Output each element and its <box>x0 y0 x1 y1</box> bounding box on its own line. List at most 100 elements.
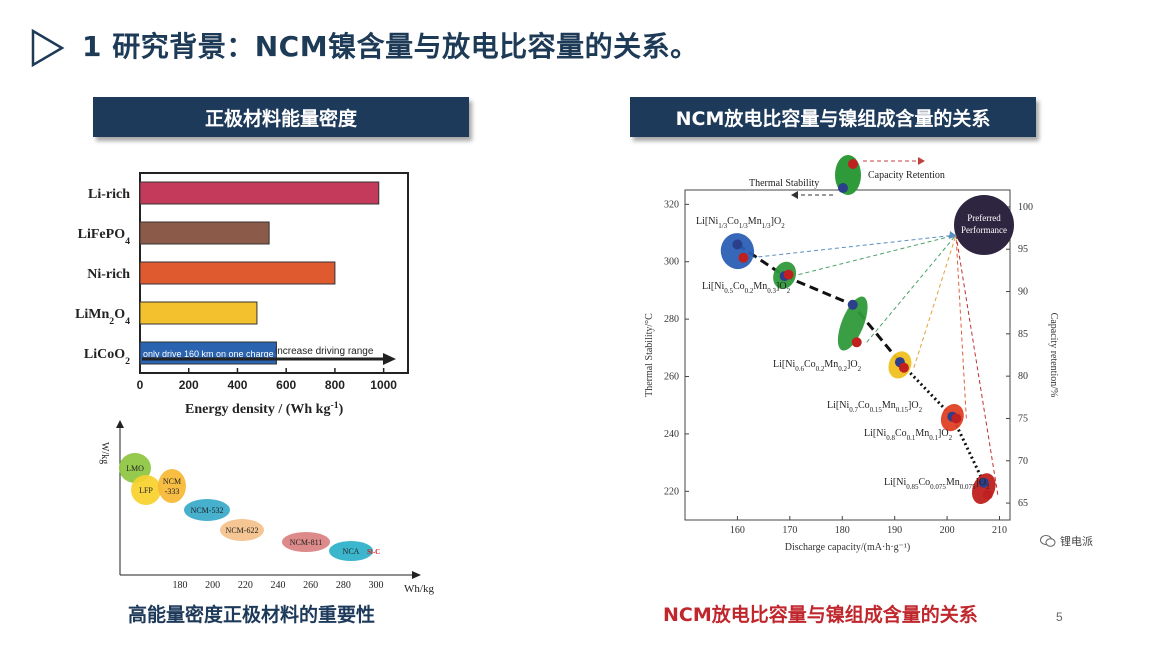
wechat-icon <box>1040 535 1056 547</box>
legend-capacity-dot <box>848 159 858 169</box>
x-tick-label: 0 <box>137 378 144 392</box>
y-tick-label: 300 <box>664 257 679 268</box>
ncm-ellipse <box>837 296 868 351</box>
y-tick-label: 240 <box>664 429 679 440</box>
x-axis-label: Discharge capacity/(mA·h·g⁻¹) <box>785 542 911 553</box>
y2-tick-label: 65 <box>1018 498 1028 509</box>
arrow-to-preferred <box>751 234 957 259</box>
y-tick-label: 220 <box>664 486 679 497</box>
y-axis-arrow <box>116 420 124 428</box>
si-c-label: Si-C <box>367 548 380 556</box>
play-arrow-icon <box>31 28 65 68</box>
arrow-to-preferred <box>866 234 957 343</box>
x-tick-label: 800 <box>325 378 345 392</box>
y2-axis-label: Capacity retention/% <box>1048 313 1059 398</box>
preferred-performance-circle <box>954 195 1014 255</box>
legend-thermal-label: Thermal Stability <box>749 178 819 189</box>
watermark-text: 锂电派 <box>1060 535 1093 548</box>
thermal-point <box>732 239 743 250</box>
watermark: 锂电派 <box>1040 533 1093 549</box>
x-tick-label: 200 <box>179 378 199 392</box>
arrow-head <box>383 353 396 365</box>
series-formula-label: Li[Ni0.5Co0.2Mn0.3]O2 <box>702 281 791 295</box>
slide-title: 1 研究背景：NCM镍含量与放电比容量的关系。 <box>82 30 699 63</box>
category-label: LiCoO2 <box>84 347 130 367</box>
retention-point <box>738 252 749 263</box>
left-banner: 正极材料能量密度 <box>93 97 469 137</box>
series-formula-label: Li[Ni1/3Co1/3Mn1/3]O2 <box>696 216 785 230</box>
bubble <box>220 519 264 541</box>
bar <box>139 261 336 285</box>
x-axis-label: Energy density / (Wh kg-1) <box>185 400 344 418</box>
power-energy-bubble-chart: W/kg Wh/kg 180 200 220 240 260 280 300 LMO LFP NCM-… <box>99 420 434 595</box>
preferred-label: Performance <box>961 225 1007 235</box>
legend-thermal-dot <box>838 183 848 193</box>
right-caption: NCM放电比容量与镍组成含量的关系 <box>663 604 978 626</box>
bar <box>139 221 270 245</box>
bubble-label: NCA <box>343 547 360 556</box>
left-caption: 高能量密度正极材料的重要性 <box>128 604 376 626</box>
thermal-point <box>978 477 989 488</box>
y-axis-label: W/kg <box>99 442 110 464</box>
x-tick-label: 200 <box>940 525 955 536</box>
x-tick-label: 180 <box>173 580 188 591</box>
y2-tick-label: 100 <box>1018 202 1033 213</box>
bar-annotation: only drive 160 km on one charge <box>143 349 274 359</box>
bar <box>139 181 380 205</box>
page-number: 5 <box>1056 610 1063 624</box>
y2-tick-label: 70 <box>1018 456 1028 467</box>
x-tick-label: 170 <box>782 525 797 536</box>
x-tick-label: 200 <box>205 580 220 591</box>
arrow-to-preferred-head <box>949 231 957 239</box>
retention-point <box>898 362 909 373</box>
category-label: Li-rich <box>88 187 130 202</box>
legend-thermal-arrowhead <box>791 191 798 199</box>
x-tick-label: 180 <box>835 525 850 536</box>
bubble <box>184 499 230 521</box>
retention-point <box>951 413 962 424</box>
preferred-label: Preferred <box>967 213 1001 223</box>
bubble <box>282 532 330 552</box>
y2-tick-label: 95 <box>1018 244 1028 255</box>
x-tick-label: 300 <box>368 580 383 591</box>
y-axis-label: Thermal Stability/°C <box>644 313 655 397</box>
ncm-ellipse <box>720 233 755 270</box>
thermal-trend-dashed <box>736 243 902 364</box>
x-tick-label: 400 <box>227 378 247 392</box>
x-tick-label: 240 <box>270 580 285 591</box>
bubble-label: NCM <box>163 477 181 486</box>
x-tick-label: 160 <box>730 525 745 536</box>
x-axis-label: Wh/kg <box>404 583 434 595</box>
category-label: LiMn2O4 <box>75 307 130 327</box>
ncm-capacity-scatter-chart: 160 170 180 190 200 210 220 240 260 280 300 320 65 70… <box>644 155 1059 553</box>
retention-point <box>783 269 794 280</box>
x-tick-label: 190 <box>887 525 902 536</box>
retention-point <box>982 489 993 500</box>
bubble <box>131 475 161 505</box>
bubble <box>329 541 373 561</box>
category-label: Ni-rich <box>87 267 130 282</box>
bubble-label: -333 <box>165 487 180 496</box>
y2-tick-label: 85 <box>1018 329 1028 340</box>
x-tick-label: 210 <box>992 525 1007 536</box>
legend-capacity-label: Capacity Retention <box>868 170 945 181</box>
bubble <box>158 469 186 503</box>
retention-point <box>851 337 862 348</box>
x-tick-label: 220 <box>238 580 253 591</box>
bubble-label: LMO <box>126 464 144 473</box>
series-formula-label: Li[Ni0.7Co0.15Mn0.15]O2 <box>827 400 923 414</box>
bubble-label: LFP <box>139 486 153 495</box>
legend-capacity-arrowhead <box>918 157 925 165</box>
x-axis-arrow <box>412 571 421 579</box>
series-formula-label: Li[Ni0.8Co0.1Mn0.1]O2 <box>864 428 953 442</box>
x-tick-label: 600 <box>276 378 296 392</box>
arrow-label: increase driving range <box>275 346 374 357</box>
series-formula-label: Li[Ni0.85Co0.075Mn0.075]O2 <box>884 477 990 491</box>
arrow-to-preferred <box>913 234 957 368</box>
y2-tick-label: 90 <box>1018 287 1028 298</box>
bar <box>139 301 258 325</box>
x-tick-label: 260 <box>303 580 318 591</box>
y-tick-label: 320 <box>664 199 679 210</box>
series-formula-label: Li[Ni0.6Co0.2Mn0.2]O2 <box>773 359 862 373</box>
x-tick-label: 280 <box>336 580 351 591</box>
